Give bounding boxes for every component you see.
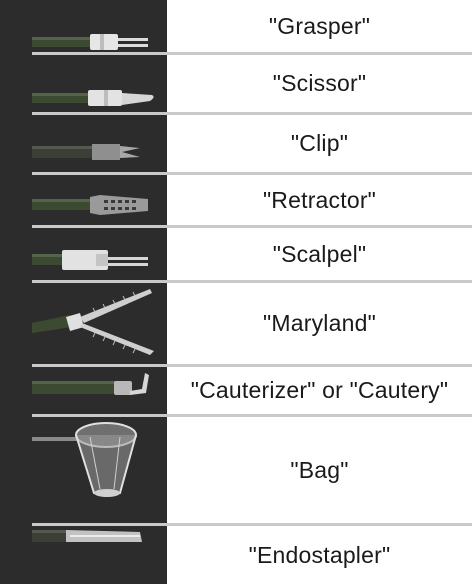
instrument-row-scalpel: "Scalpel" bbox=[0, 228, 472, 280]
grasper-icon bbox=[0, 0, 167, 52]
instrument-row-scissor: "Scissor" bbox=[0, 55, 472, 112]
divider bbox=[32, 523, 472, 526]
instrument-label: "Grasper" bbox=[268, 12, 371, 39]
instrument-label: "Scalpel" bbox=[272, 240, 367, 267]
scissor-icon bbox=[0, 55, 167, 112]
instrument-label: "Maryland" bbox=[263, 310, 376, 336]
scalpel-icon bbox=[0, 228, 167, 280]
instrument-label: "Scissor" bbox=[272, 70, 367, 96]
cauterizer-icon bbox=[0, 367, 167, 414]
divider bbox=[32, 414, 472, 417]
instrument-row-clip: "Clip" bbox=[0, 115, 472, 172]
instrument-row-grasper: "Grasper" bbox=[0, 0, 472, 52]
clip-icon bbox=[0, 115, 167, 172]
endostapler-icon bbox=[0, 526, 167, 584]
instrument-label: "Cauterizer" or "Cautery" bbox=[190, 377, 449, 403]
divider bbox=[32, 172, 472, 175]
instrument-label: "Bag" bbox=[290, 456, 349, 483]
instrument-row-retractor: "Retractor" bbox=[0, 175, 472, 225]
instrument-row-bag: "Bag" bbox=[0, 417, 472, 523]
divider bbox=[32, 52, 472, 55]
maryland-icon bbox=[0, 283, 167, 364]
divider bbox=[32, 364, 472, 367]
instrument-row-cauterizer: "Cauterizer" or "Cautery" bbox=[0, 367, 472, 414]
instrument-row-maryland: "Maryland" bbox=[0, 283, 472, 364]
instrument-row-endostapler: "Endostapler" bbox=[0, 526, 472, 584]
divider bbox=[32, 225, 472, 228]
instrument-label: "Endostapler" bbox=[248, 541, 391, 568]
instrument-label: "Clip" bbox=[290, 130, 349, 156]
instrument-label: "Retractor" bbox=[262, 186, 377, 213]
bag-icon bbox=[0, 417, 167, 523]
divider bbox=[32, 112, 472, 115]
divider bbox=[32, 280, 472, 283]
retractor-icon bbox=[0, 175, 167, 225]
